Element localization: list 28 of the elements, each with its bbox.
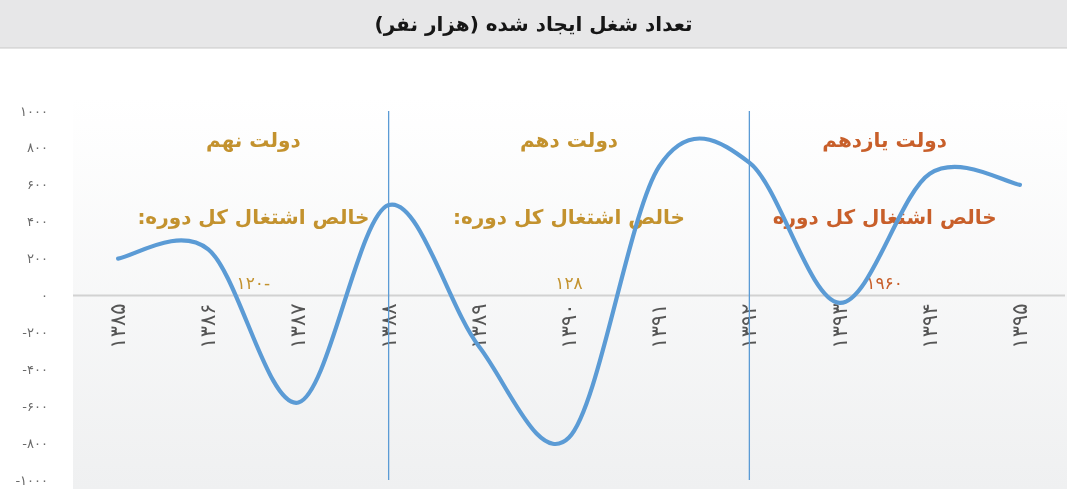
x-tick-label: ۱۳۹۱ [647,303,672,349]
y-tick-label: ۸۰۰ [27,140,48,156]
x-tick-label: ۱۳۹۴ [917,303,942,349]
annotation: خالص اشتغال کل دوره: [137,205,370,229]
x-tick-label: ۱۳۸۶ [196,303,221,349]
x-tick-label: ۱۳۹۳ [827,303,852,349]
x-tick-label: ۱۳۹۵ [1007,303,1032,349]
y-tick-label: ۶۰۰ [27,177,48,193]
annotation: دولت یازدهم [822,128,947,152]
y-tick-label: -۱۰۰۰ [15,472,48,488]
y-tick-label: -۲۰۰ [22,324,48,340]
annotation: ۱۹۶۰ [866,273,903,293]
y-tick-label: ۲۰۰ [27,251,48,267]
y-tick-label: ۴۰۰ [27,214,48,230]
x-tick-label: ۱۳۸۵ [106,303,131,349]
x-tick-label: ۱۳۹۰ [557,303,581,349]
y-tick-label: ۱۰۰۰ [20,103,48,119]
x-tick-label: ۱۳۸۹ [466,303,491,349]
y-tick-label: -۶۰۰ [22,398,48,414]
y-tick-label: ۰ [41,288,48,303]
annotation: دولت نهم [206,128,301,152]
annotation: دولت دهم [519,128,619,152]
title: تعداد شغل ایجاد شده (هزار نفر) [374,12,693,36]
y-tick-label: -۸۰۰ [22,435,48,451]
y-tick-label: -۴۰۰ [22,361,48,377]
x-tick-label: ۱۳۸۷ [286,303,311,349]
annotation: ۱۲۸ [555,273,583,293]
annotation: -۱۲۰ [236,273,271,293]
